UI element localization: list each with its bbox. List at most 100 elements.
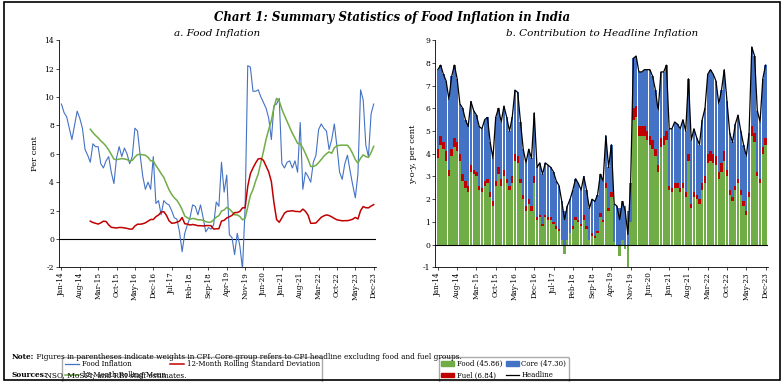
Bar	[495, 117, 497, 181]
Title: b. Contribution to Headline Inflation: b. Contribution to Headline Inflation	[506, 29, 698, 38]
Bar	[632, 120, 634, 244]
Bar	[761, 147, 764, 154]
Bar	[500, 179, 503, 186]
Bar	[464, 181, 466, 188]
Bar	[553, 224, 555, 244]
Bar	[473, 174, 475, 244]
Bar	[453, 147, 456, 244]
Bar	[671, 188, 673, 193]
Bar	[731, 142, 734, 197]
Bar	[695, 138, 698, 195]
Bar	[539, 163, 541, 215]
Bar	[662, 72, 665, 136]
Bar	[497, 174, 499, 244]
Bar	[495, 181, 497, 186]
Bar	[610, 197, 612, 244]
Bar	[748, 133, 750, 193]
Bar	[701, 190, 703, 244]
Bar	[492, 201, 494, 206]
Bar	[745, 156, 747, 210]
Bar	[654, 149, 656, 156]
Bar	[539, 217, 541, 244]
Bar	[593, 238, 596, 244]
Bar	[561, 240, 563, 244]
Bar	[637, 126, 640, 136]
Bar	[470, 102, 472, 165]
Bar	[564, 244, 566, 254]
Text: Figures in parentheses indicate weights in CPI. Core group refers to CPI headlin: Figures in parentheses indicate weights …	[34, 353, 462, 361]
Bar	[682, 183, 684, 188]
Bar	[657, 110, 659, 165]
Bar	[524, 163, 527, 206]
Bar	[666, 140, 668, 244]
Bar	[737, 115, 739, 179]
Bar	[720, 163, 723, 172]
Bar	[484, 181, 486, 186]
Bar	[621, 240, 623, 244]
Bar	[756, 176, 758, 244]
Bar	[586, 190, 588, 227]
Bar	[630, 222, 632, 244]
Bar	[682, 188, 684, 244]
Bar	[561, 201, 563, 240]
Bar	[684, 131, 687, 193]
Bar	[445, 81, 448, 152]
Bar	[610, 145, 612, 193]
Bar	[632, 108, 634, 120]
Bar	[544, 217, 546, 244]
Bar	[514, 90, 516, 154]
Bar	[690, 140, 692, 204]
Bar	[489, 142, 492, 193]
Bar	[511, 117, 514, 176]
Bar	[506, 179, 508, 183]
Bar	[462, 181, 464, 244]
Bar	[550, 167, 552, 217]
Bar	[726, 170, 728, 176]
Bar	[530, 206, 532, 210]
Bar	[572, 190, 574, 227]
Bar	[583, 220, 585, 244]
Bar	[500, 122, 503, 179]
Bar	[668, 186, 670, 190]
Bar	[610, 193, 612, 197]
Bar	[750, 126, 753, 136]
Bar	[597, 231, 599, 233]
Bar	[522, 195, 524, 199]
Bar	[524, 206, 527, 210]
Bar	[517, 156, 519, 163]
Bar	[604, 188, 607, 244]
Bar	[671, 193, 673, 244]
Bar	[558, 186, 561, 229]
Bar	[475, 176, 477, 244]
Bar	[547, 217, 550, 220]
Bar	[621, 201, 623, 240]
Title: a. Food Inflation: a. Food Inflation	[175, 29, 260, 38]
Bar	[673, 122, 676, 183]
Bar	[662, 136, 665, 145]
Bar	[602, 181, 604, 220]
Bar	[467, 126, 470, 186]
Bar	[445, 160, 448, 244]
Text: Note:: Note:	[12, 353, 34, 361]
Bar	[517, 163, 519, 244]
Bar	[748, 197, 750, 244]
Bar	[470, 165, 472, 172]
Bar	[668, 129, 670, 186]
Bar	[742, 201, 745, 206]
Bar	[673, 188, 676, 244]
Bar	[575, 220, 577, 244]
Bar	[535, 217, 538, 220]
Bar	[660, 72, 662, 138]
Bar	[693, 193, 695, 197]
Bar	[550, 220, 552, 244]
Bar	[688, 160, 690, 244]
Bar	[648, 145, 651, 244]
Bar	[456, 152, 459, 244]
Bar	[712, 154, 714, 163]
Bar	[503, 176, 505, 244]
Bar	[459, 104, 461, 154]
Bar	[553, 172, 555, 222]
Bar	[608, 167, 610, 208]
Bar	[478, 190, 481, 244]
Bar	[591, 233, 593, 236]
